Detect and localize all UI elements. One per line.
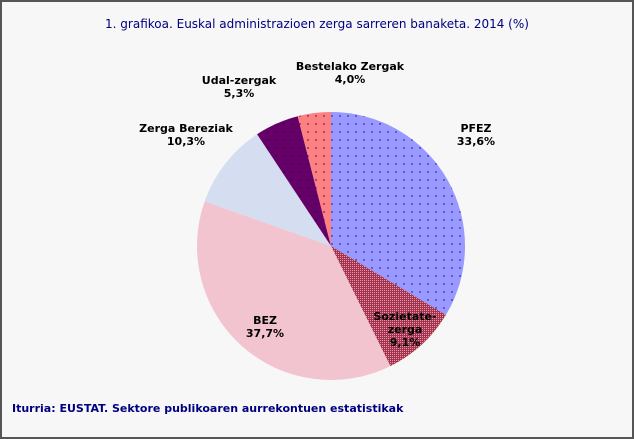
- data-label: Sozietate-zerga 9,1%: [373, 310, 436, 349]
- slice-bez: [197, 201, 391, 380]
- data-label: Bestelako Zergak 4,0%: [296, 60, 405, 86]
- data-label: BEZ 37,7%: [246, 314, 284, 340]
- chart-title: 1. grafikoa. Euskal administrazioen zerg…: [105, 17, 529, 31]
- slice-bestelako-zergak-pattern: [297, 112, 331, 246]
- source-note: Iturria: EUSTAT. Sektore publikoaren aur…: [12, 402, 404, 415]
- data-label: Zerga Bereziak 10,3%: [139, 122, 233, 148]
- slice-sozietate-zerga-pattern: [331, 246, 446, 367]
- data-label: PFEZ 33,6%: [457, 122, 495, 148]
- data-label: Udal-zergak 5,3%: [202, 74, 277, 100]
- slice-zerga-bereziak: [204, 134, 331, 246]
- slice-udal-zergak-pattern: [257, 116, 331, 246]
- slice-pfez-pattern: [331, 112, 465, 315]
